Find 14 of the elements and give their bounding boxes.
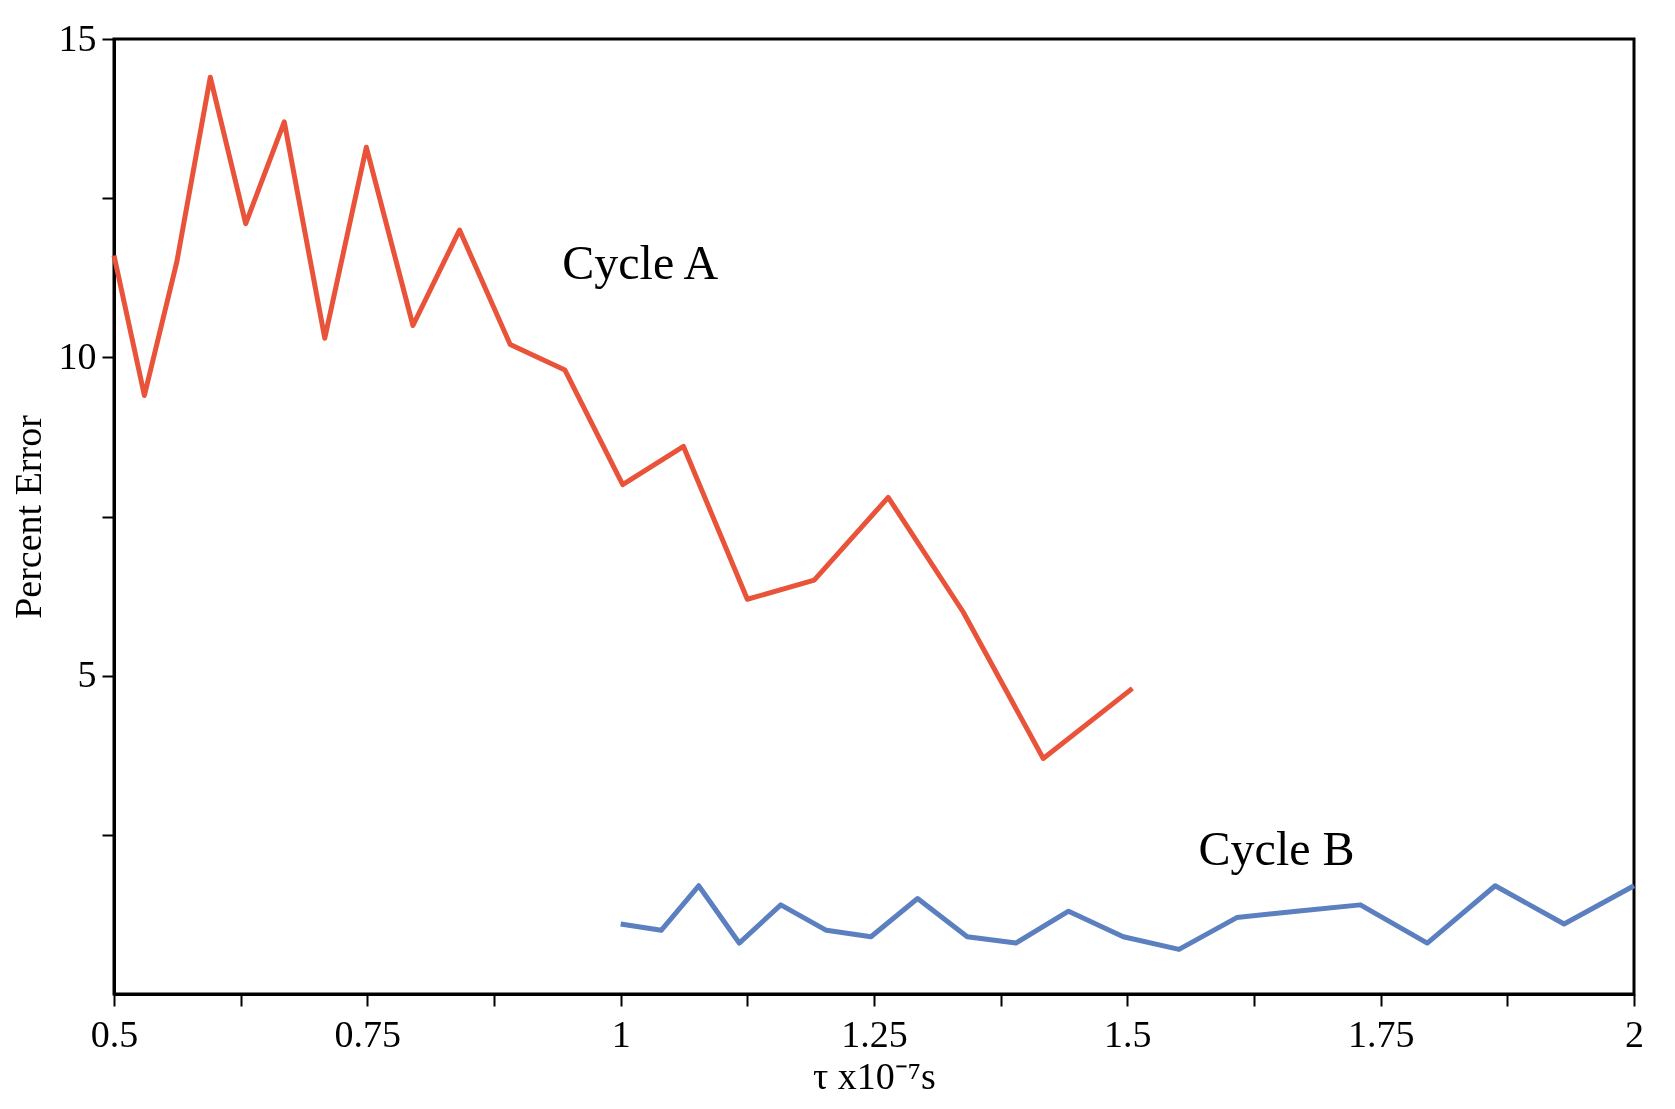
series-label: Cycle B <box>1198 822 1355 876</box>
x-tick-label: 1.25 <box>841 1012 908 1055</box>
y-tick-label: 15 <box>58 16 97 59</box>
x-tick-label: 1.5 <box>1104 1012 1152 1055</box>
x-tick-label: 2 <box>1625 1012 1644 1055</box>
x-axis-title: τ x10⁻⁷s <box>813 1054 936 1097</box>
x-tick-label: 1.75 <box>1347 1012 1415 1055</box>
y-axis-title: Percent Error <box>6 414 49 619</box>
series-label: Cycle A <box>562 235 719 289</box>
x-tick-label: 0.75 <box>334 1012 402 1055</box>
y-tick-label: 5 <box>77 653 97 696</box>
x-tick-label: 1 <box>611 1012 631 1055</box>
y-tick-label: 10 <box>58 334 97 377</box>
x-tick-label: 0.5 <box>90 1012 139 1055</box>
